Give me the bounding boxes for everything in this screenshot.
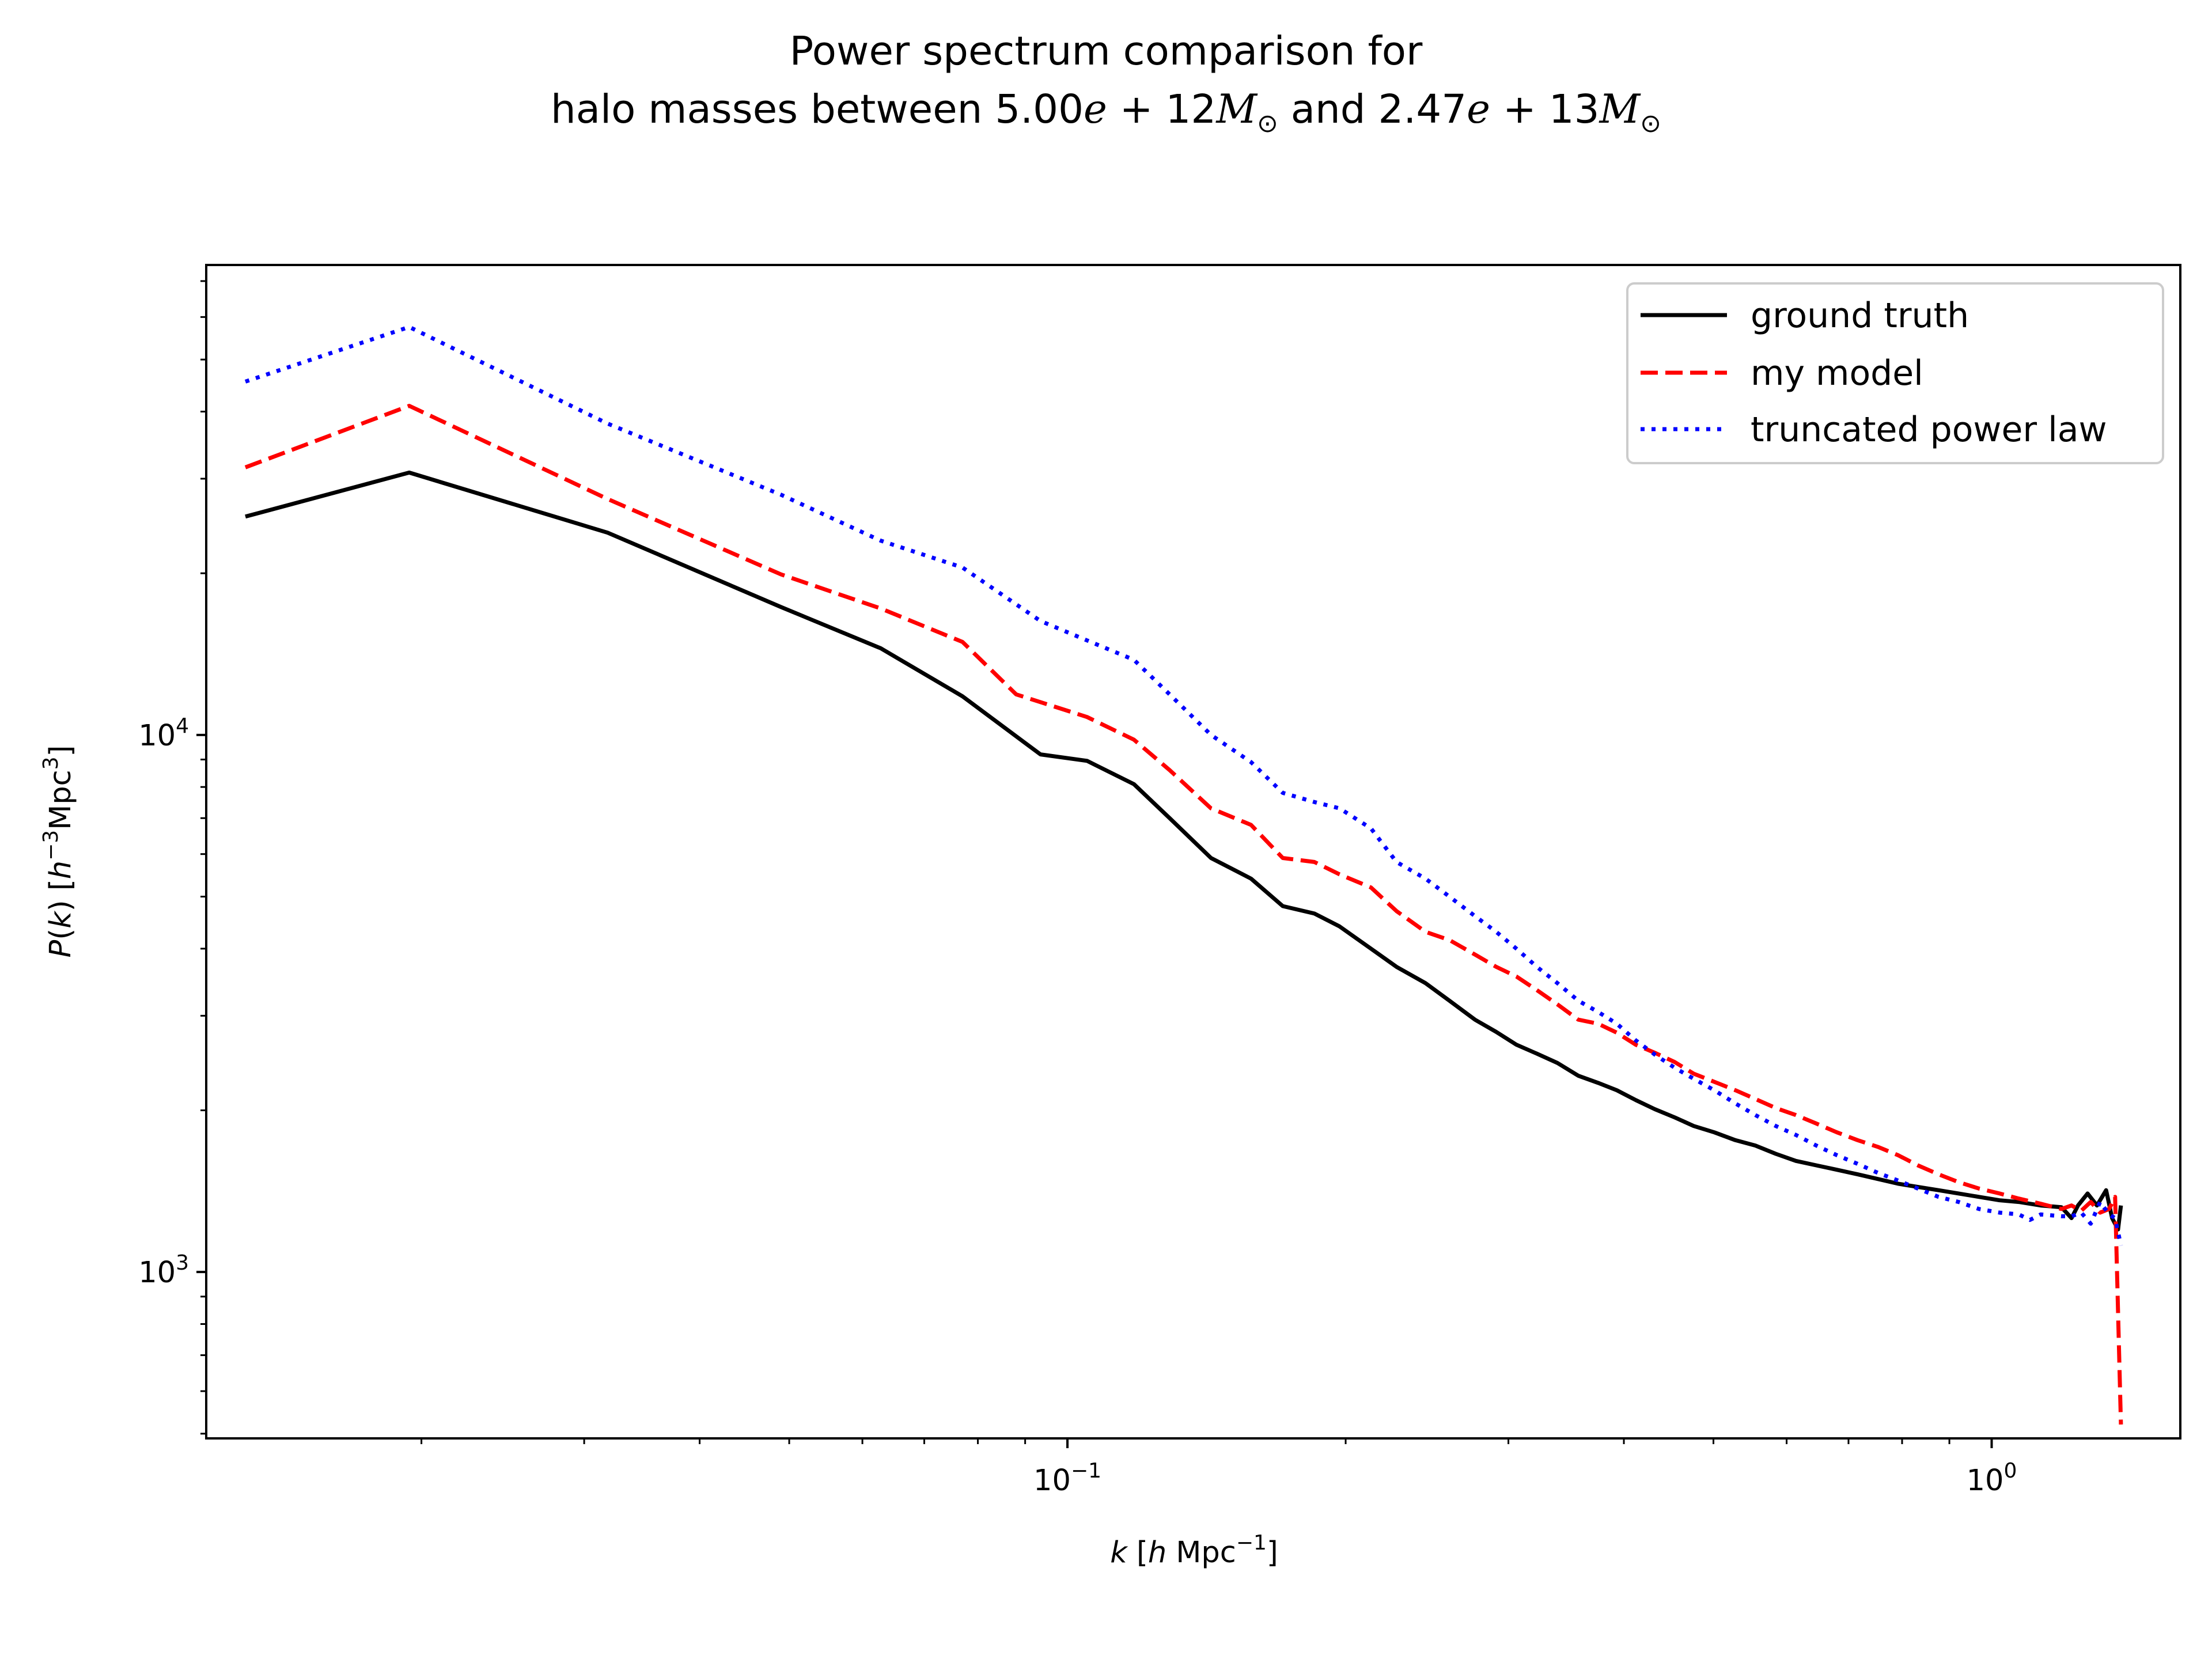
x-minor-ticks: [421, 1438, 1950, 1444]
y-axis-label: P(k) [h−3Mpc3]: [39, 745, 78, 958]
x-major-ticks: 10−1 100: [1033, 1438, 2017, 1498]
legend: ground truth my model truncated power la…: [1626, 282, 2164, 464]
y-major-ticks: 103 104: [138, 714, 206, 1290]
x-axis-label: k [h Mpc−1]: [1110, 1531, 1278, 1570]
x-tick-label: 10−1: [1033, 1459, 1101, 1498]
legend-box: [1626, 282, 2164, 464]
y-tick-label: 103: [138, 1251, 189, 1290]
legend-label-truncated-power-law: truncated power law: [1751, 410, 2107, 450]
x-tick-label: 100: [1967, 1459, 2017, 1498]
plot-frame: [205, 264, 2181, 1440]
plot-area: 10−1 100 103 104: [138, 264, 2181, 1498]
series-line-truncated-power-law: [244, 325, 2123, 1247]
chart-title-line-1: Power spectrum comparison for: [790, 28, 1423, 74]
series-layer: [244, 325, 2123, 1425]
y-tick-label: 104: [138, 714, 189, 753]
legend-label-ground-truth: ground truth: [1751, 296, 1969, 336]
y-minor-ticks: [200, 280, 206, 1435]
chart-title-line-2: halo masses between 5.00e + 12M⊙ and 2.4…: [551, 86, 1661, 138]
series-line-ground-truth: [245, 470, 2123, 1232]
legend-label-my-model: my model: [1751, 353, 1923, 393]
